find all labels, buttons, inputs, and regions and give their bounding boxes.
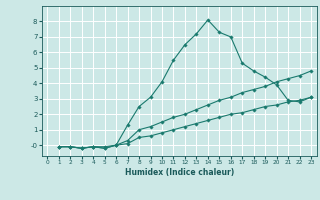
X-axis label: Humidex (Indice chaleur): Humidex (Indice chaleur) bbox=[124, 168, 234, 177]
